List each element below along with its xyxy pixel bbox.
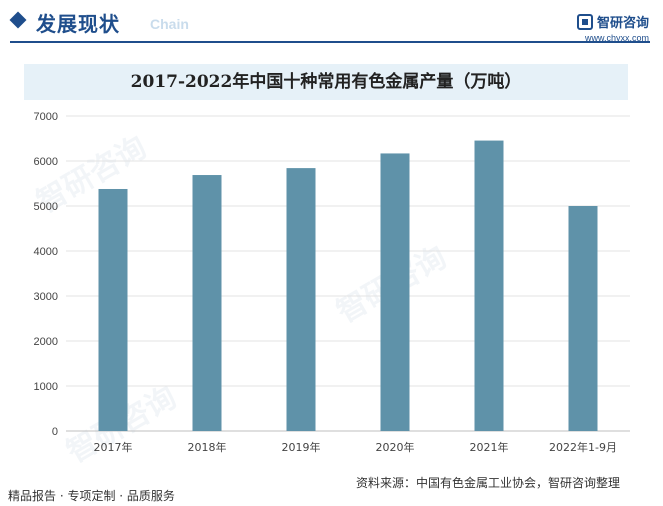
- bar: [192, 175, 222, 431]
- footer-source: 资料来源：中国有色金属工业协会，智研咨询整理: [356, 476, 621, 490]
- brand: 智研咨询 www.chyxx.com: [576, 12, 649, 43]
- bar: [380, 153, 410, 431]
- x-tick-label: 2021年: [470, 440, 509, 454]
- x-tick-label: 2020年: [376, 440, 415, 454]
- y-tick-label: 2000: [34, 336, 58, 348]
- x-tick-label: 2018年: [188, 440, 227, 454]
- x-tick-label: 2017年: [94, 440, 133, 454]
- bar: [286, 168, 316, 432]
- y-tick-label: 4000: [34, 246, 58, 258]
- y-tick-label: 3000: [34, 291, 58, 303]
- section-subtitle: Chain: [150, 16, 189, 32]
- y-tick-label: 6000: [34, 156, 58, 168]
- bar: [474, 140, 504, 431]
- brand-url: www.chyxx.com: [584, 33, 649, 43]
- y-tick-label: 1000: [34, 381, 58, 393]
- brand-name: 智研咨询: [596, 16, 649, 31]
- diamond-icon: [9, 11, 27, 29]
- x-tick-label: 2019年: [282, 440, 321, 454]
- brand-logo-icon: [576, 13, 593, 30]
- x-tick-label: 2022年1-9月: [549, 440, 617, 454]
- footer-tagline: 精品报告 · 专项定制 · 品质服务: [8, 489, 175, 503]
- y-tick-label: 5000: [34, 201, 58, 213]
- y-tick-label: 7000: [34, 111, 58, 123]
- chart-title: 2017-2022年中国十种常用有色金属产量（万吨）: [130, 72, 522, 92]
- section-title: 发展现状: [36, 12, 120, 36]
- bar-chart: 0 1000 2000 3000 4000 5000 6000 7000 2017年 2018年 2…: [34, 111, 630, 454]
- page-header: 发展现状 Chain 智研咨询 www.chyxx.com: [0, 0, 663, 52]
- bar: [98, 188, 128, 431]
- bar: [568, 206, 598, 431]
- chart-title-bar: 2017-2022年中国十种常用有色金属产量（万吨）: [24, 64, 628, 100]
- y-tick-label: 0: [52, 426, 58, 438]
- header-divider: [10, 41, 650, 43]
